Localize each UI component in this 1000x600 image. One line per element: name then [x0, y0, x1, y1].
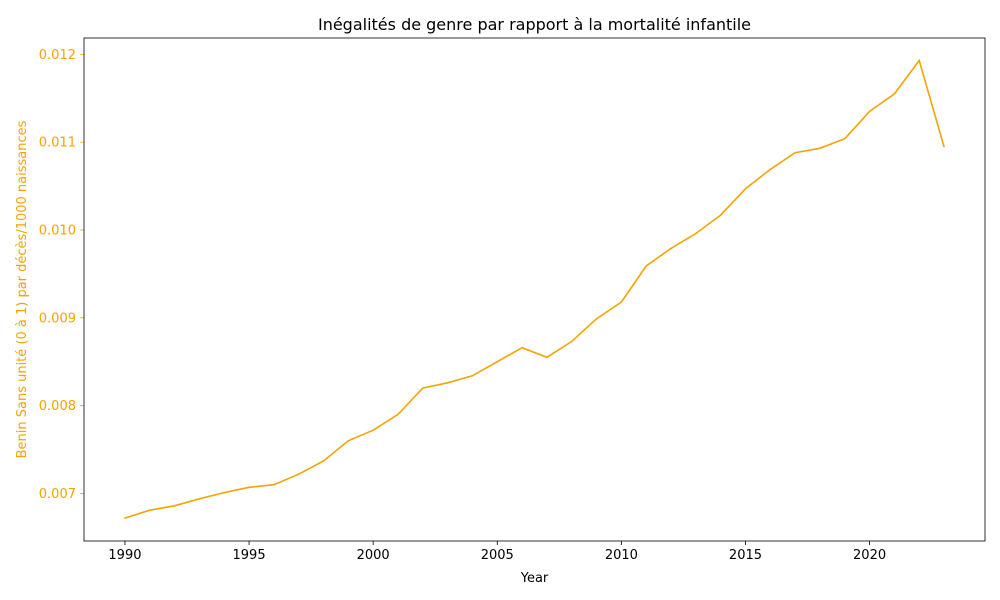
data-point [843, 137, 846, 140]
data-point [124, 517, 126, 519]
data-point [223, 491, 226, 494]
y-axis-label: Benin Sans unité (0 à 1) par décès/1000 … [15, 120, 30, 458]
data-point [670, 247, 672, 250]
y-tick-label: 0.010 [39, 223, 76, 238]
y-tick-label: 0.007 [39, 487, 76, 502]
x-tick-label: 2010 [605, 548, 638, 563]
plot-area-frame [83, 37, 986, 542]
y-tick-label: 0.012 [39, 48, 76, 63]
chart-title: Inégalités de genre par rapport à la mor… [318, 15, 751, 34]
data-point [372, 429, 374, 432]
data-points [124, 59, 945, 519]
data-point [744, 187, 747, 190]
data-point [819, 147, 821, 150]
data-point [893, 93, 896, 95]
data-point [148, 509, 151, 511]
series-line [124, 58, 945, 519]
data-point [595, 317, 598, 320]
x-axis-ticks: 1990 1995 2000 2005 2010 2015 2020 [108, 541, 886, 563]
data-point [868, 110, 871, 113]
data-point [297, 473, 300, 475]
x-tick-label: 1995 [233, 548, 266, 563]
x-tick-label: 2000 [357, 548, 390, 563]
data-point [794, 151, 796, 154]
y-tick-label: 0.009 [39, 311, 76, 326]
data-point [918, 59, 921, 62]
x-axis-label: Year [520, 571, 549, 586]
data-point [471, 374, 474, 377]
data-point [645, 265, 647, 267]
x-tick-label: 2020 [853, 548, 886, 563]
x-tick-label: 2005 [481, 548, 514, 563]
data-point [695, 232, 697, 235]
x-tick-label: 2015 [729, 548, 762, 563]
data-point [422, 387, 424, 389]
data-point [521, 346, 523, 349]
data-point [347, 439, 350, 442]
data-point [719, 214, 722, 216]
y-axis-ticks: 0.007 0.008 0.009 0.010 0.011 0.012 [39, 48, 84, 502]
data-point [322, 460, 325, 462]
data-point [943, 145, 945, 148]
data-point [570, 340, 573, 343]
data-point [769, 168, 772, 171]
data-point [446, 382, 449, 384]
data-point [173, 504, 176, 507]
y-tick-label: 0.008 [39, 399, 76, 414]
data-point [546, 356, 548, 359]
data-point [273, 483, 275, 486]
x-tick-label: 1990 [108, 548, 141, 563]
y-tick-label: 0.011 [39, 136, 76, 151]
data-point [198, 497, 201, 500]
data-point [248, 486, 250, 489]
data-point [397, 413, 399, 416]
data-point [496, 360, 499, 363]
data-point [620, 301, 623, 303]
